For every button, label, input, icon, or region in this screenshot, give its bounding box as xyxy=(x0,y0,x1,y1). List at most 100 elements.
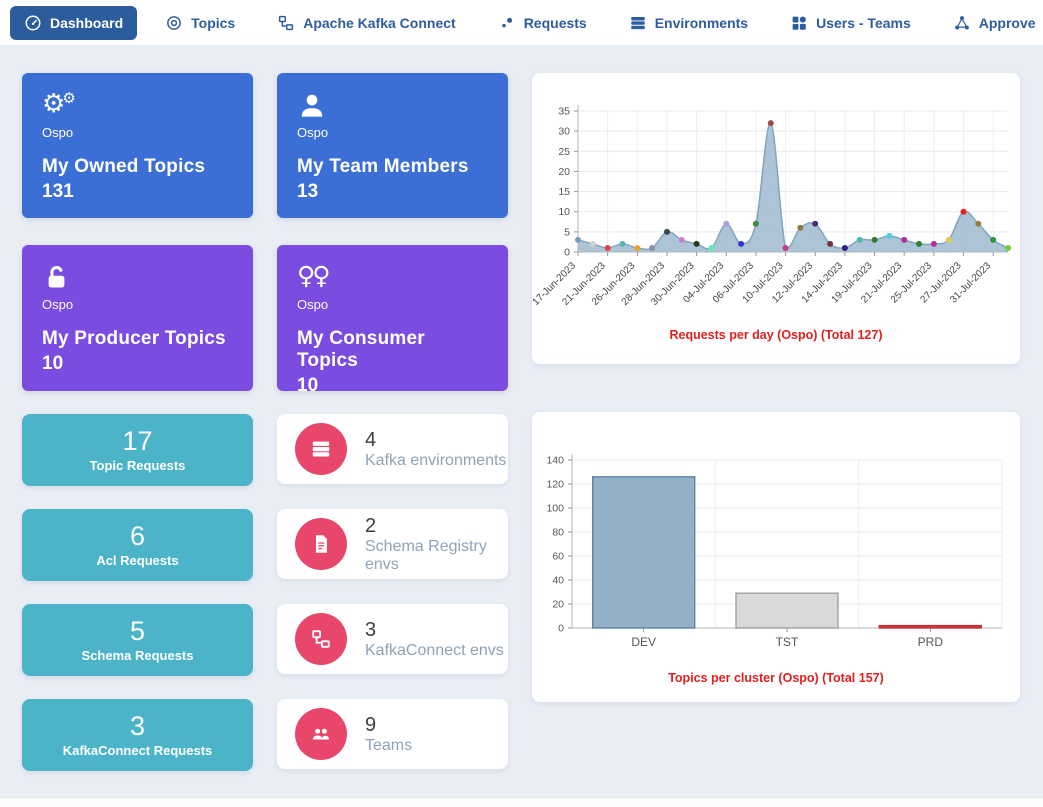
svg-text:35: 35 xyxy=(558,106,570,118)
env-label: Kafka environments xyxy=(365,451,507,469)
request-count: 5 xyxy=(129,616,146,646)
footer-bar xyxy=(0,797,1043,807)
server-icon xyxy=(295,423,347,475)
nav-item-apache-kafka-connect[interactable]: Apache Kafka Connect xyxy=(263,6,469,40)
nav-item-users-teams[interactable]: Users - Teams xyxy=(776,6,925,40)
stat-card-my-team-members[interactable]: Ospo My Team Members 13 xyxy=(277,73,508,218)
request-label: Schema Requests xyxy=(81,648,194,663)
topics-per-cluster-chart: 0 20 40 60 80 100 120 140 DEV TST PRD xyxy=(532,428,1020,669)
nav-item-environments[interactable]: Environments xyxy=(615,6,762,40)
nav-item-approve[interactable]: Approve xyxy=(939,6,1043,40)
env-count: 2 xyxy=(365,514,377,537)
connect-icon xyxy=(295,613,347,665)
column-left: ⚙ ⚙ Ospo My Owned Topics 131 Ospo My Producer … xyxy=(22,73,253,794)
requests-per-day-chart: 0 5 10 15 20 25 30 35 17-Jun-2023 21-Jun-2023 26-J… xyxy=(531,87,1020,326)
env-label: KafkaConnect envs xyxy=(365,641,504,659)
request-card-kafkaconnect-requests[interactable]: 3 KafkaConnect Requests xyxy=(22,699,253,771)
target-icon xyxy=(165,14,183,32)
request-label: Acl Requests xyxy=(96,553,179,568)
svg-text:25: 25 xyxy=(558,146,570,158)
svg-text:40: 40 xyxy=(552,575,564,587)
svg-text:5: 5 xyxy=(564,226,570,238)
nav-item-label: Dashboard xyxy=(50,14,124,31)
nav-item-label: Users - Teams xyxy=(816,14,911,31)
env-card-schema-registry-envs[interactable]: 2 Schema Registry envs xyxy=(277,509,508,579)
column-middle: Ospo My Team Members 13 ♀♀ Ospo My Consumer T… xyxy=(277,73,508,794)
stat-card-value: 10 xyxy=(297,375,319,396)
server-icon xyxy=(629,14,647,32)
stat-card-my-owned-topics[interactable]: ⚙ ⚙ Ospo My Owned Topics 131 xyxy=(22,73,253,218)
stat-card-title: My Consumer Topics xyxy=(297,328,425,371)
svg-text:30: 30 xyxy=(558,126,570,138)
team-name: Ospo xyxy=(297,297,329,312)
svg-text:10: 10 xyxy=(558,206,570,218)
topics-per-cluster-chart-card: 0 20 40 60 80 100 120 140 DEV TST PRD Topics per c… xyxy=(532,412,1020,702)
column-charts: 0 5 10 15 20 25 30 35 17-Jun-2023 21-Jun-2023 26-J… xyxy=(531,73,1020,794)
document-icon xyxy=(295,518,347,570)
person-icon xyxy=(297,91,488,123)
nav-item-label: Requests xyxy=(523,14,587,31)
stat-card-value: 10 xyxy=(42,353,64,374)
env-card-teams[interactable]: 9 Teams xyxy=(277,699,508,769)
svg-text:0: 0 xyxy=(564,247,570,259)
svg-text:20: 20 xyxy=(558,166,570,178)
gauge-icon xyxy=(24,14,42,32)
stat-card-my-producer-topics[interactable]: Ospo My Producer Topics 10 xyxy=(22,245,253,391)
request-label: KafkaConnect Requests xyxy=(62,743,213,758)
stat-card-title: My Team Members xyxy=(297,156,469,177)
request-count: 3 xyxy=(129,711,146,741)
env-card-kafkaconnect-envs[interactable]: 3 KafkaConnect envs xyxy=(277,604,508,674)
svg-text:140: 140 xyxy=(546,455,564,467)
env-card-kafka-environments[interactable]: 4 Kafka environments xyxy=(277,414,508,484)
requests-per-day-caption: Requests per day (Ospo) (Total 127) xyxy=(669,328,883,342)
svg-text:DEV: DEV xyxy=(631,635,656,649)
request-label: Topic Requests xyxy=(89,458,186,473)
gears-icon: ⚙ ⚙ xyxy=(42,89,76,119)
hub-icon xyxy=(953,14,971,32)
stat-card-title: My Producer Topics xyxy=(42,328,226,349)
svg-text:20: 20 xyxy=(552,599,564,611)
top-navbar: Dashboard Topics Apache Kafka Connect Reque… xyxy=(0,0,1043,45)
stat-card-value: 13 xyxy=(297,181,319,202)
request-count: 6 xyxy=(129,521,146,551)
nav-item-requests[interactable]: Requests xyxy=(484,6,601,40)
env-label: Schema Registry envs xyxy=(365,537,487,573)
request-count: 17 xyxy=(122,426,153,456)
nav-item-label: Apache Kafka Connect xyxy=(303,14,456,31)
topics-per-cluster-caption: Topics per cluster (Ospo) (Total 157) xyxy=(668,671,884,685)
dots-icon xyxy=(498,14,516,32)
svg-text:0: 0 xyxy=(558,623,564,635)
connect-icon xyxy=(277,14,295,32)
request-card-acl-requests[interactable]: 6 Acl Requests xyxy=(22,509,253,581)
nav-item-dashboard[interactable]: Dashboard xyxy=(10,5,138,40)
svg-text:PRD: PRD xyxy=(918,635,944,649)
requests-per-day-chart-card: 0 5 10 15 20 25 30 35 17-Jun-2023 21-Jun-2023 26-J… xyxy=(531,73,1020,364)
group-icon xyxy=(295,708,347,760)
svg-text:60: 60 xyxy=(552,551,564,563)
team-name: Ospo xyxy=(297,125,329,140)
team-name: Ospo xyxy=(42,125,74,140)
env-count: 4 xyxy=(365,428,377,451)
svg-text:15: 15 xyxy=(558,186,570,198)
env-count: 3 xyxy=(365,618,377,641)
env-label: Teams xyxy=(365,736,413,754)
nav-item-label: Approve xyxy=(978,14,1036,31)
svg-text:120: 120 xyxy=(546,479,564,491)
stat-card-title: My Owned Topics xyxy=(42,156,206,177)
stat-card-value: 131 xyxy=(42,181,74,202)
svg-text:TST: TST xyxy=(776,635,799,649)
nav-item-topics[interactable]: Topics xyxy=(151,6,249,40)
svg-text:80: 80 xyxy=(552,527,564,539)
unlock-icon xyxy=(42,263,233,295)
grid-icon xyxy=(790,14,808,32)
consumers-icon: ♀♀ xyxy=(297,261,331,290)
stat-card-my-consumer-topics[interactable]: ♀♀ Ospo My Consumer Topics 10 xyxy=(277,245,508,396)
nav-item-label: Environments xyxy=(654,14,749,31)
nav-item-label: Topics xyxy=(191,14,236,31)
dashboard-main: ⚙ ⚙ Ospo My Owned Topics 131 Ospo My Producer … xyxy=(0,45,1043,794)
team-name: Ospo xyxy=(42,297,74,312)
request-card-schema-requests[interactable]: 5 Schema Requests xyxy=(22,604,253,676)
request-card-topic-requests[interactable]: 17 Topic Requests xyxy=(22,414,253,486)
svg-text:100: 100 xyxy=(546,503,564,515)
env-count: 9 xyxy=(365,713,377,736)
